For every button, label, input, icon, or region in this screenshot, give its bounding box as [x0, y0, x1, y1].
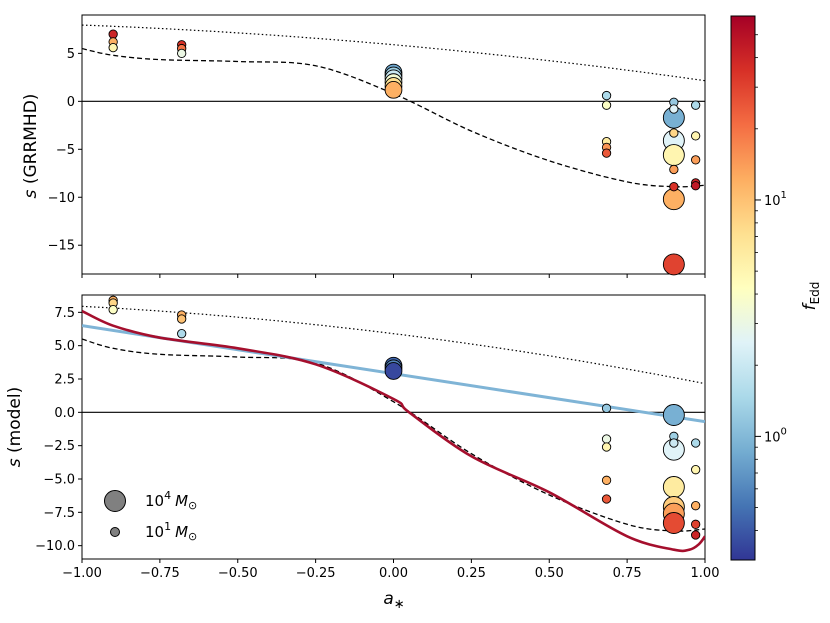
bottom-panel-x-ticks: −1.00 −0.75 −0.50 −0.25 0.00 0.25 0.50 0.75 1.00: [62, 559, 719, 581]
top-data-point: [691, 100, 701, 110]
bottom-data-point: [108, 305, 118, 315]
top-panel: 5 0 −5 −10 −15 s (GRRMHD): [21, 14, 706, 278]
bottom-panel-y-label: s (model): [5, 387, 25, 467]
x-tick-label: −0.25: [296, 566, 336, 581]
bottom-data-point: [662, 512, 685, 534]
top-data-point: [691, 155, 701, 165]
bottom-y-tick-label: −10.0: [35, 539, 75, 554]
bottom-data-point: [177, 314, 187, 324]
top-data-point: [669, 182, 679, 192]
bottom-y-tick-label: −7.5: [43, 506, 75, 521]
top-panel-y-label: s (GRRMHD): [21, 94, 41, 199]
top-y-tick-label: −5: [56, 143, 75, 158]
bottom-data-point: [691, 438, 701, 448]
bottom-y-tick-label: −2.5: [43, 439, 75, 454]
bottom-panel-points: [108, 295, 701, 540]
size-legend: 104 M⊙ 101 M⊙: [104, 489, 197, 543]
top-data-point: [601, 90, 612, 101]
bottom-data-point: [384, 362, 403, 380]
bottom-data-point: [662, 404, 685, 426]
top-ylabel-symbol: s: [21, 189, 41, 198]
top-data-point: [669, 128, 679, 138]
top-y-tick-label: −15: [48, 239, 75, 254]
x-axis-label: a∗: [383, 589, 404, 612]
bottom-y-tick-label: 2.5: [54, 373, 75, 388]
top-data-point: [108, 29, 118, 39]
top-data-point: [669, 104, 679, 114]
top-data-point: [601, 148, 612, 158]
top-panel-x-ticks: [81, 274, 706, 278]
top-data-point: [662, 144, 685, 167]
top-panel-points: [108, 29, 701, 276]
red-model-curve: [82, 309, 705, 553]
bottom-dashed-curve: [82, 338, 705, 532]
top-y-tick-label: 0: [67, 95, 75, 110]
top-data-point: [662, 188, 685, 211]
bottom-data-point: [601, 403, 612, 413]
bottom-panel-y-ticks: 7.5 5.0 2.5 0.0 −2.5 −5.0 −7.5 −10.0: [35, 306, 82, 554]
bottom-y-tick-label: 5.0: [54, 339, 75, 354]
bottom-y-tick-label: 7.5: [54, 306, 75, 321]
x-tick-label: 0.25: [457, 566, 486, 581]
top-y-tick-label: −10: [48, 191, 75, 206]
bottom-y-tick-label: 0.0: [54, 406, 75, 421]
bottom-data-point: [691, 519, 701, 529]
x-tick-label: −1.00: [62, 566, 102, 581]
colorbar-label: fEdd: [800, 282, 822, 311]
top-data-point: [669, 164, 679, 175]
bottom-data-point: [601, 434, 612, 444]
top-ylabel-text: (GRRMHD): [21, 94, 41, 190]
colorbar-gradient: [730, 15, 756, 561]
legend-marker-large: [104, 490, 126, 512]
bottom-data-point: [691, 530, 701, 540]
colorbar-tick-label: 100: [764, 426, 787, 445]
top-y-tick-label: 5: [67, 47, 75, 62]
top-panel-frame: [81, 14, 706, 275]
bottom-data-point: [669, 438, 679, 448]
bottom-data-point: [601, 442, 612, 452]
top-dashed-curve: [82, 47, 705, 188]
x-tick-label: 0.00: [379, 566, 408, 581]
x-tick-label: −0.50: [218, 566, 258, 581]
bottom-data-point: [601, 475, 612, 485]
top-data-point: [662, 253, 685, 276]
top-dotted-curve: [82, 24, 705, 82]
x-tick-label: 0.75: [613, 566, 642, 581]
bottom-data-point: [691, 501, 701, 511]
legend-marker-small: [110, 527, 120, 537]
top-data-point: [108, 42, 118, 53]
top-data-point: [691, 181, 701, 191]
top-data-point: [691, 131, 701, 141]
top-data-point: [177, 48, 187, 59]
x-tick-label: 1.00: [691, 566, 720, 581]
bottom-data-point: [691, 465, 701, 475]
legend-label-large: 104 M⊙: [145, 489, 197, 512]
x-tick-label: −0.75: [140, 566, 180, 581]
bottom-data-point: [662, 476, 685, 498]
bottom-data-point: [177, 329, 187, 339]
top-panel-lines: [82, 24, 705, 188]
legend-label-small: 101 M⊙: [145, 520, 197, 543]
bottom-data-point: [601, 494, 612, 504]
colorbar: 100 101 fEdd: [730, 15, 822, 561]
top-panel-y-ticks: 5 0 −5 −10 −15: [48, 47, 82, 254]
top-data-point: [601, 100, 612, 110]
x-tick-label: 0.50: [535, 566, 564, 581]
bottom-panel: 7.5 5.0 2.5 0.0 −2.5 −5.0 −7.5 −10.0 −1.00 −0.75…: [5, 294, 719, 612]
bottom-y-tick-label: −5.0: [43, 473, 75, 488]
bottom-panel-lines: [82, 305, 705, 553]
top-data-point: [384, 80, 403, 99]
colorbar-tick-label: 101: [764, 190, 787, 209]
colorbar-ticks: 100 101: [755, 34, 787, 531]
